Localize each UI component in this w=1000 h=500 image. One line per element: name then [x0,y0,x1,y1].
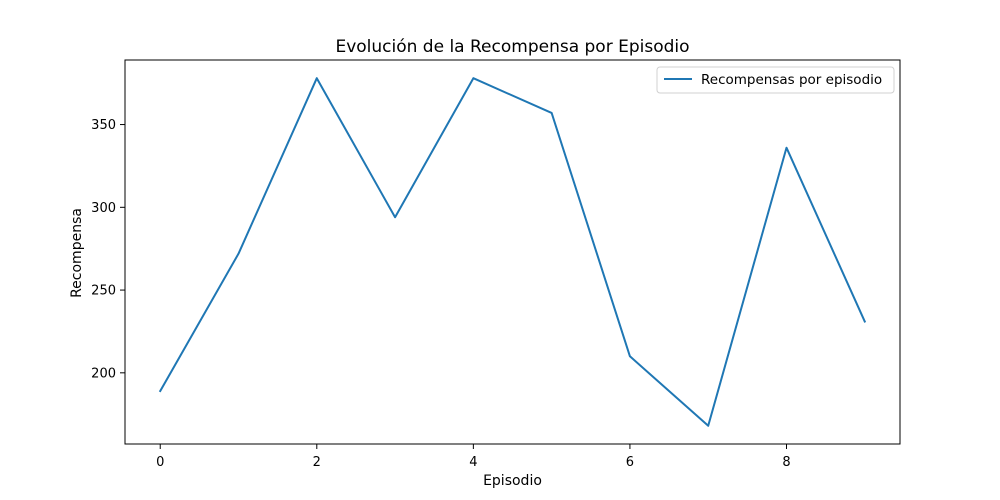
y-tick-label: 250 [91,284,116,299]
x-axis-title: Episodio [483,473,542,489]
y-tick-label: 300 [91,201,116,216]
chart-title: Evolución de la Recompensa por Episodio [335,37,689,57]
legend: Recompensas por episodio [656,66,895,94]
y-tick-label: 200 [91,366,116,381]
x-tick-label: 0 [156,455,164,470]
y-tick-label: 350 [91,118,116,133]
x-tick-label: 6 [626,455,634,470]
x-tick-label: 4 [469,455,477,470]
axes-frame [124,59,901,445]
axes: 0 2 4 6 8 200 250 300 350 [91,59,901,470]
x-tick-label: 8 [782,455,790,470]
plot-area [158,77,867,427]
x-tick-label: 2 [313,455,321,470]
y-axis-title: Recompensa [69,208,85,298]
legend-label: Recompensas por episodio [701,72,882,88]
legend-box [656,66,895,94]
series-line-0 [158,77,867,427]
